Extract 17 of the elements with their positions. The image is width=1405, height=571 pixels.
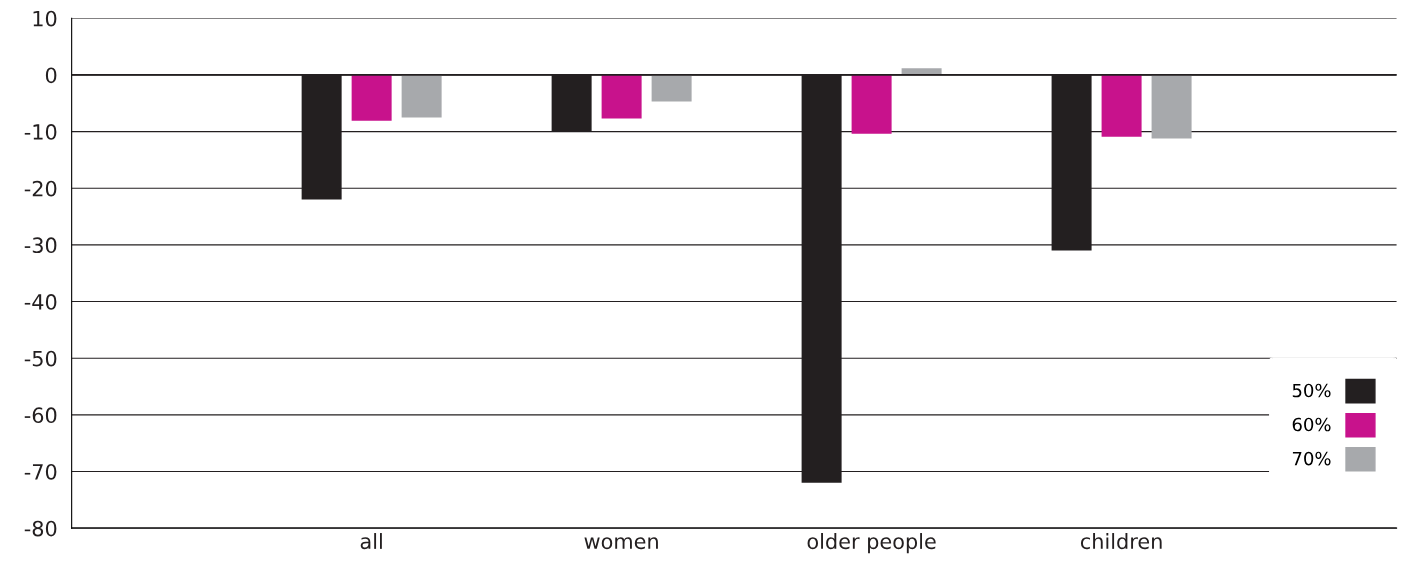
legend-label: 50% xyxy=(1292,383,1331,398)
y-tick-label: -50 xyxy=(24,350,57,367)
x-tick-label: women xyxy=(584,537,658,550)
x-tick-label: all xyxy=(360,533,382,550)
y-tick-label: -10 xyxy=(24,124,57,140)
y-tick-label: 10 xyxy=(33,10,57,27)
legend-label: 60% xyxy=(1292,417,1331,432)
y-tick-label: -70 xyxy=(24,463,57,480)
x-tick-label: children xyxy=(1080,533,1162,550)
y-tick-label: -40 xyxy=(24,294,57,310)
y-tick-label: -30 xyxy=(24,237,57,254)
y-tick-label: -20 xyxy=(24,180,57,197)
y-tick-label: 0 xyxy=(45,67,57,84)
legend-label: 70% xyxy=(1292,451,1331,466)
y-tick-label: -60 xyxy=(24,407,57,424)
y-tick-label: -80 xyxy=(24,520,57,537)
x-tick-label: older people xyxy=(807,533,936,554)
